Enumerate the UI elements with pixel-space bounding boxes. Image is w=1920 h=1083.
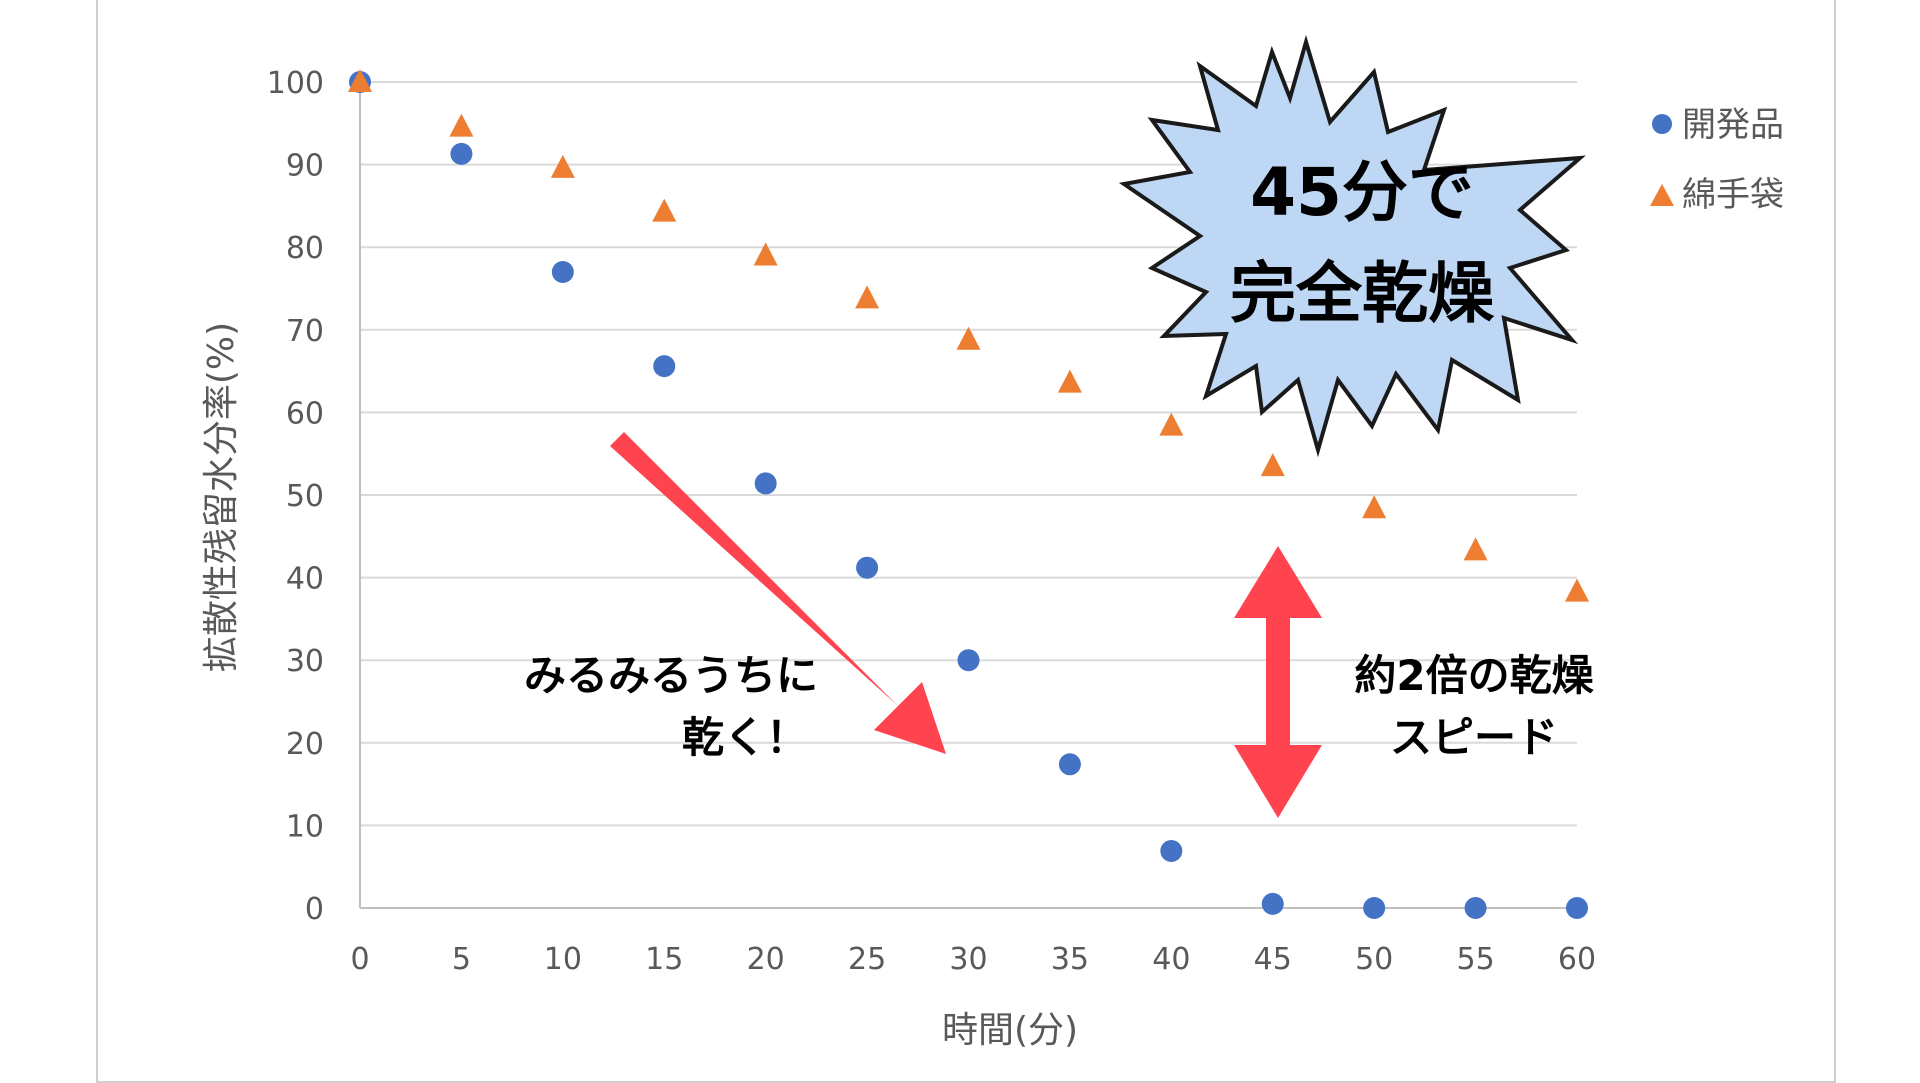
arrow-text-line1: みるみるうちに (524, 651, 818, 700)
y-tick-label: 60 (286, 396, 324, 431)
data-point (1057, 369, 1082, 393)
burst-text-line1: 45分で (1250, 154, 1474, 231)
data-point (551, 260, 574, 283)
x-tick-label: 40 (1152, 942, 1190, 977)
legend-marker-circle (1652, 114, 1672, 134)
y-tick-label: 30 (286, 644, 324, 679)
legend-label-cotton-glove: 綿手袋 (1682, 175, 1784, 215)
data-point (348, 69, 372, 92)
y-tick-label: 80 (286, 231, 324, 266)
legend-label-development: 開発品 (1682, 105, 1784, 145)
double-arrow-vertical-icon (1234, 546, 1322, 818)
burst-callout: 45分で 完全乾燥 (1118, 34, 1586, 458)
double-arrow (1234, 546, 1322, 818)
x-tick-label: 15 (645, 942, 683, 977)
legend: 開発品 綿手袋 (1650, 105, 1784, 215)
data-point (754, 472, 777, 495)
x-tick-label: 45 (1254, 942, 1292, 977)
data-point (1159, 412, 1184, 436)
y-axis-title: 拡散性残留水分率(%) (201, 322, 242, 672)
x-tick-label: 5 (452, 942, 471, 977)
y-tick-label: 20 (286, 727, 324, 762)
data-point (856, 556, 879, 579)
data-point (1362, 495, 1387, 519)
data-point (1260, 453, 1285, 477)
data-point (550, 154, 575, 178)
x-tick-labels: 0 5 10 15 20 25 30 35 40 45 50 55 60 (350, 942, 1596, 977)
data-point (1160, 840, 1183, 863)
y-tick-labels: 0 10 20 30 40 50 60 70 80 90 100 (267, 66, 324, 927)
arrow-down-right-icon (610, 432, 946, 754)
legend-item-development: 開発品 (1652, 105, 1784, 145)
burst-shape (1118, 34, 1586, 458)
y-tick-label: 0 (305, 892, 324, 927)
x-tick-label: 35 (1051, 942, 1089, 977)
data-point (1058, 753, 1081, 776)
burst-text-line2: 完全乾燥 (1230, 255, 1495, 332)
x-tick-label: 60 (1558, 942, 1596, 977)
diagonal-arrow (610, 432, 946, 754)
y-tick-label: 40 (286, 562, 324, 597)
data-point (1261, 892, 1284, 915)
y-tick-label: 90 (286, 149, 324, 184)
legend-marker-triangle (1650, 184, 1674, 206)
data-point (956, 326, 981, 350)
series-development (349, 71, 1588, 919)
gap-text-line2: スピード (1390, 713, 1558, 762)
data-point (1464, 897, 1487, 919)
data-point (957, 649, 980, 672)
y-tick-label: 10 (286, 809, 324, 844)
data-point (1566, 897, 1588, 919)
data-point (753, 242, 778, 266)
x-axis-title: 時間(分) (942, 1010, 1078, 1051)
data-point (450, 142, 473, 165)
x-tick-label: 0 (350, 942, 369, 977)
y-tick-label: 50 (286, 479, 324, 514)
data-point (855, 285, 880, 309)
x-tick-label: 30 (949, 942, 987, 977)
data-point (1363, 897, 1386, 919)
data-point (1565, 578, 1589, 602)
gap-text-line1: 約2倍の乾燥 (1354, 651, 1594, 700)
x-tick-label: 50 (1355, 942, 1393, 977)
x-tick-label: 20 (747, 942, 785, 977)
arrow-text-line2: 乾く！ (682, 713, 808, 762)
y-tick-label: 100 (267, 66, 324, 101)
series-cotton-glove (348, 69, 1589, 602)
data-point (449, 113, 474, 137)
x-tick-label: 10 (544, 942, 582, 977)
data-series (348, 69, 1589, 919)
data-point (1463, 537, 1488, 561)
data-point (653, 355, 676, 378)
x-tick-label: 55 (1456, 942, 1494, 977)
legend-item-cotton-glove: 綿手袋 (1650, 175, 1784, 215)
y-tick-label: 70 (286, 314, 324, 349)
data-point (652, 198, 677, 222)
x-tick-label: 25 (848, 942, 886, 977)
